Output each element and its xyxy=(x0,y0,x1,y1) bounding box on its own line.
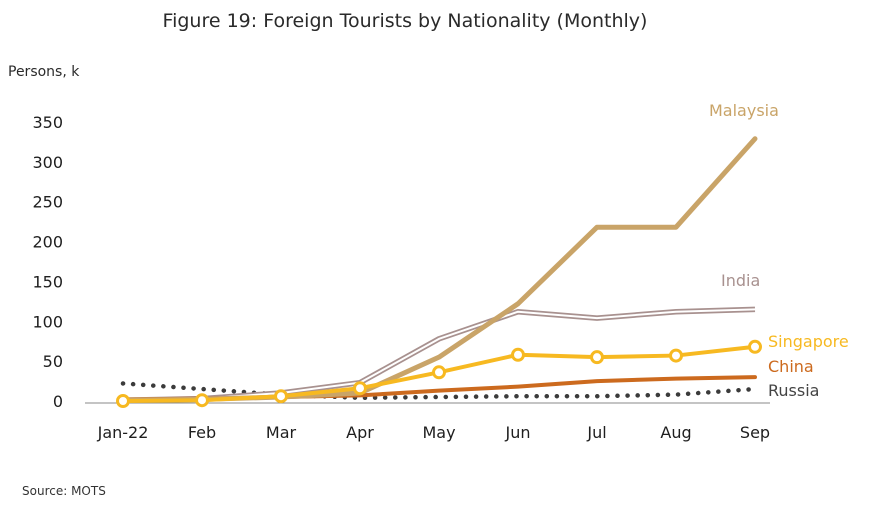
series-lines xyxy=(116,136,762,408)
source-note: Source: MOTS xyxy=(22,484,106,498)
series-label-china: China xyxy=(768,357,814,376)
x-tick-label: Mar xyxy=(266,423,297,442)
x-tick-label: Sep xyxy=(740,423,770,442)
y-tick-label: 50 xyxy=(43,352,63,371)
series-point-singapore xyxy=(432,365,446,380)
series-label-malaysia: Malaysia xyxy=(709,101,779,120)
series-label-singapore: Singapore xyxy=(768,332,849,351)
y-tick-label: 100 xyxy=(32,312,63,331)
y-tick-label: 350 xyxy=(32,113,63,132)
series-label-russia: Russia xyxy=(768,381,819,400)
series-point-singapore xyxy=(590,350,604,365)
series-point-singapore xyxy=(116,394,130,408)
series-point-singapore xyxy=(353,381,367,396)
y-axis-ticks: 0 50 100 150 200 250 300 350 xyxy=(32,113,63,411)
y-tick-label: 150 xyxy=(32,272,63,291)
y-tick-label: 300 xyxy=(32,153,63,172)
x-tick-label: Jun xyxy=(505,423,531,442)
x-tick-label: Feb xyxy=(188,423,216,442)
x-tick-label: Aug xyxy=(660,423,691,442)
y-axis-unit-label: Persons, k xyxy=(8,64,80,80)
x-tick-label: May xyxy=(422,423,455,442)
y-tick-label: 0 xyxy=(53,392,63,411)
x-tick-label: Apr xyxy=(346,423,374,442)
y-tick-label: 200 xyxy=(32,233,63,252)
chart-title: Figure 19: Foreign Tourists by Nationali… xyxy=(162,10,648,32)
series-labels: Malaysia India Singapore China Russia xyxy=(709,101,849,400)
x-tick-label: Jul xyxy=(586,423,606,442)
series-line-malaysia xyxy=(120,136,758,403)
series-point-singapore xyxy=(748,339,762,354)
series-line-russia xyxy=(120,381,758,401)
y-tick-label: 250 xyxy=(32,193,63,212)
x-tick-label: Jan-22 xyxy=(97,423,149,442)
series-point-singapore xyxy=(195,393,209,408)
x-axis-ticks: Jan-22 Feb Mar Apr May Jun Jul Aug Sep xyxy=(97,423,770,442)
series-point-singapore xyxy=(669,348,683,363)
series-label-india: India xyxy=(721,271,760,290)
series-point-singapore xyxy=(511,347,525,362)
series-point-singapore xyxy=(274,389,288,404)
